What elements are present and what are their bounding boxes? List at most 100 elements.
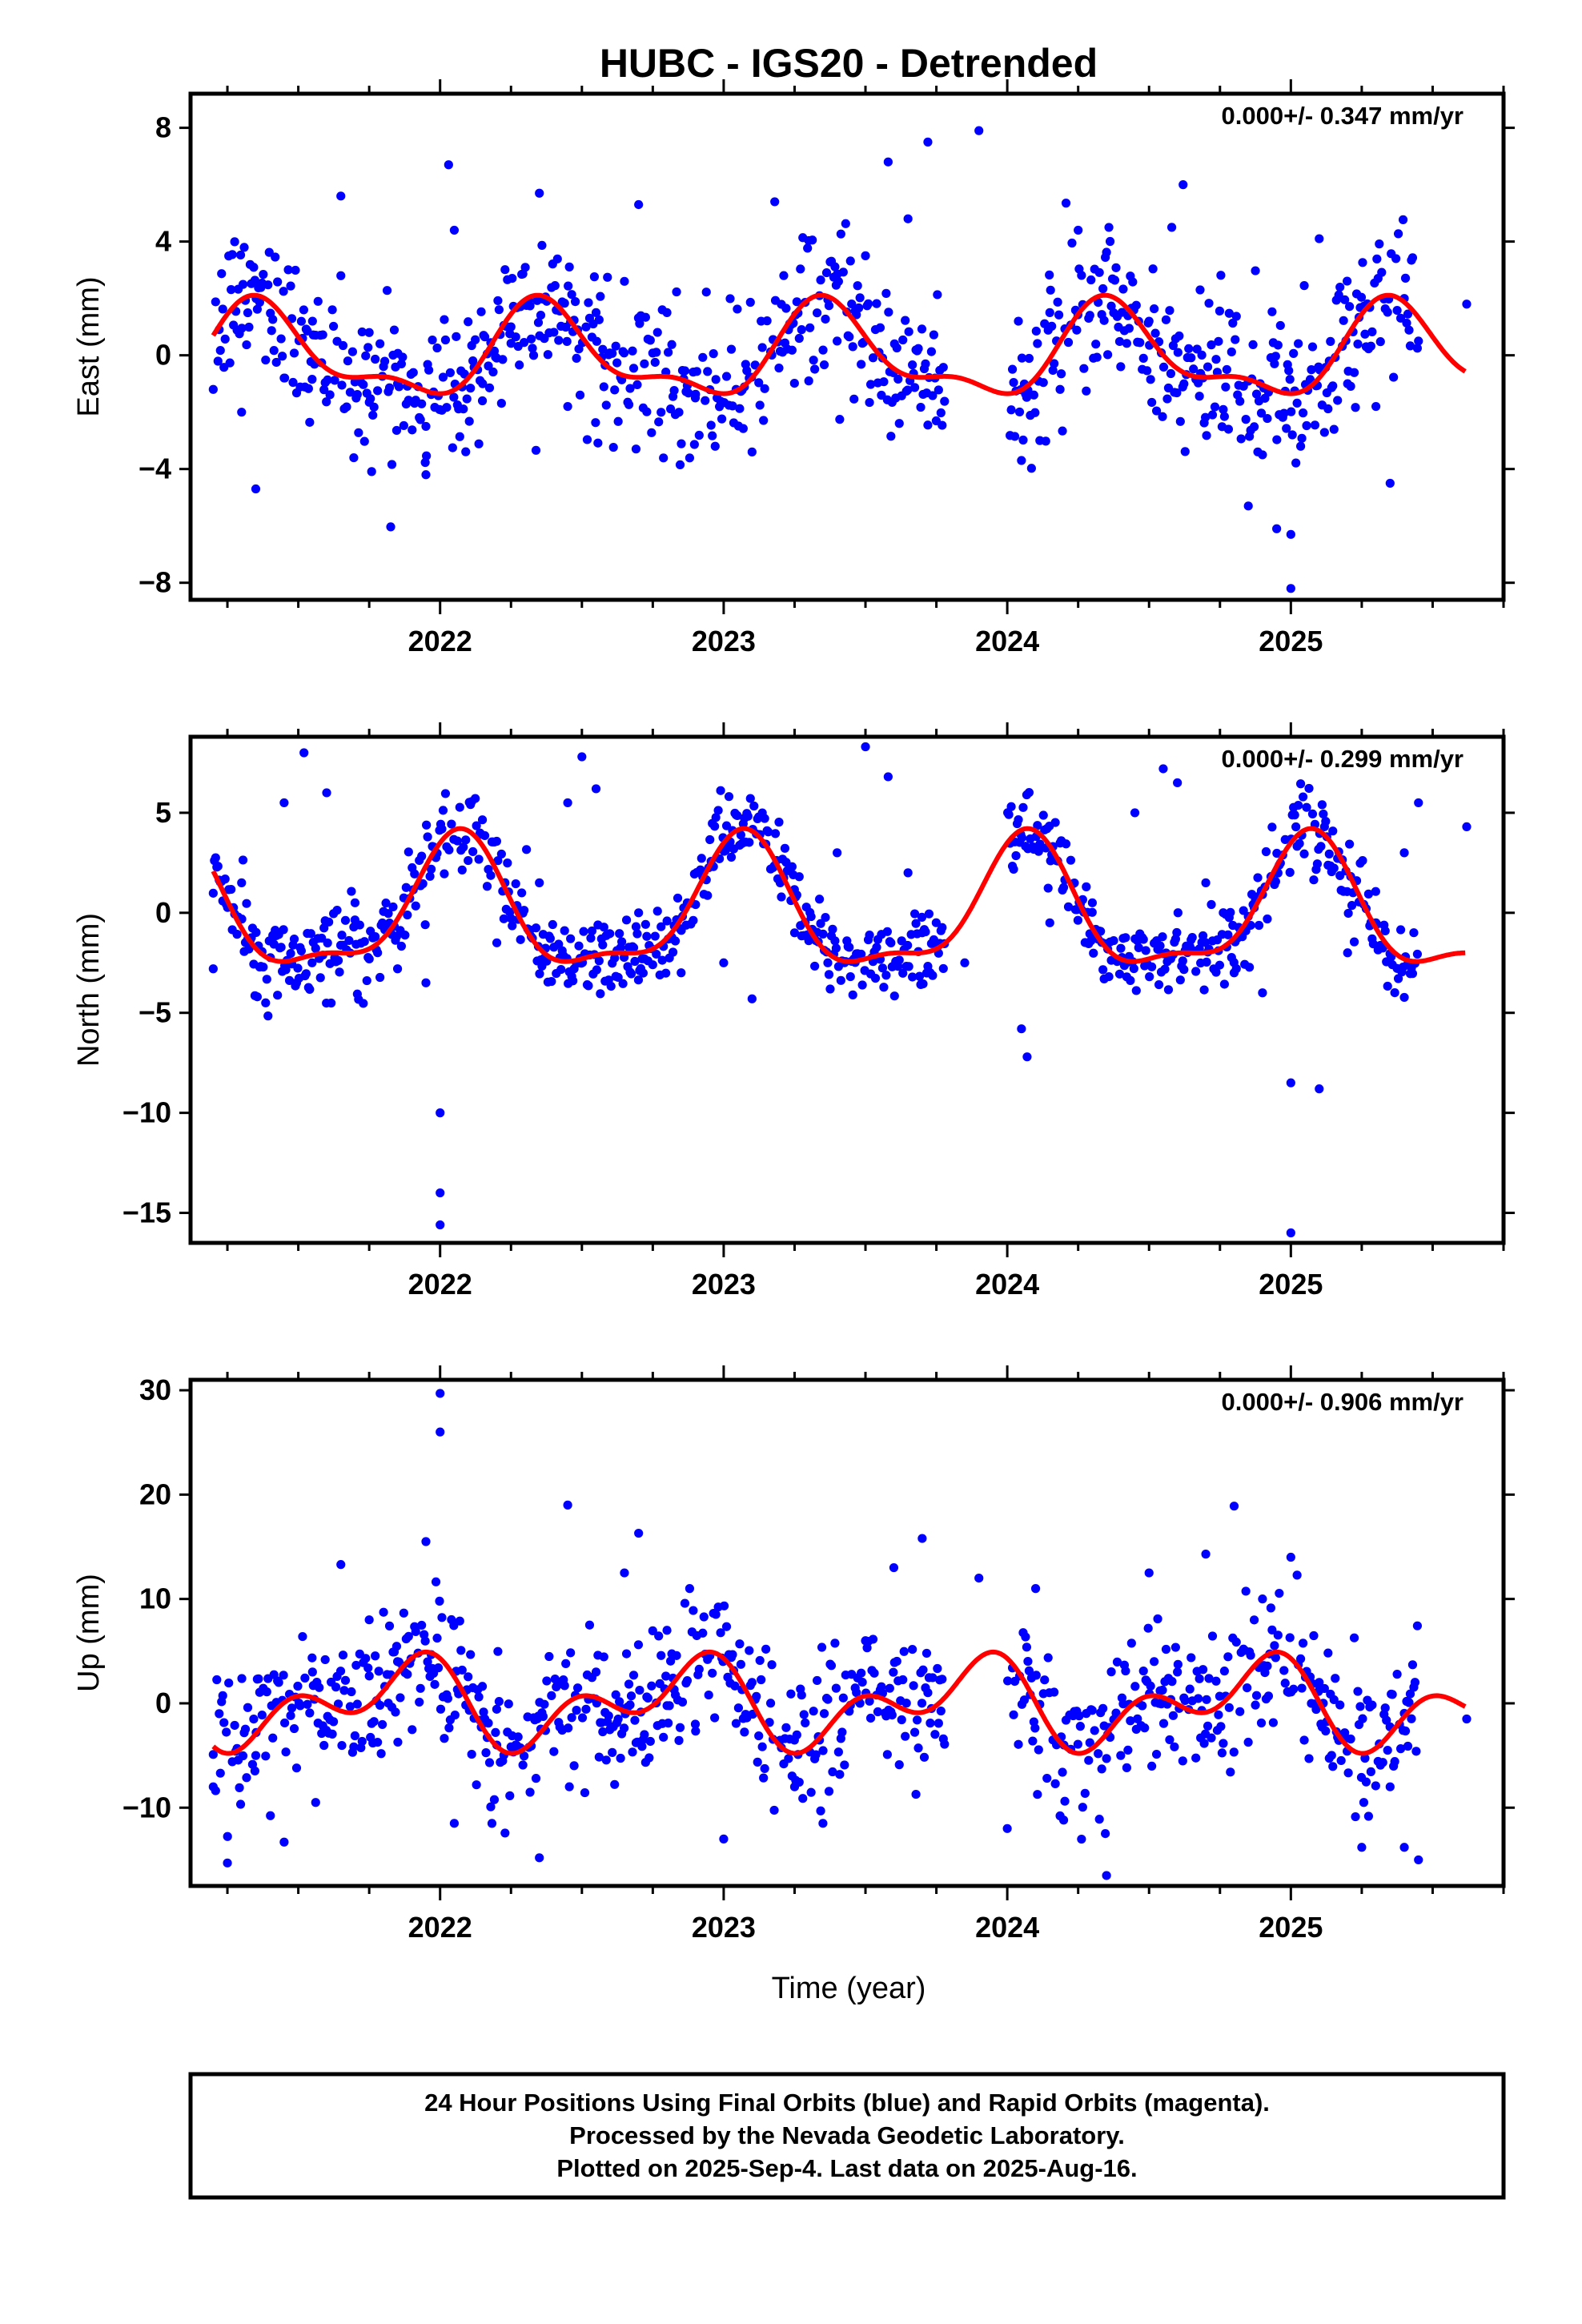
data-point <box>682 1676 693 1686</box>
data-point <box>838 267 848 277</box>
data-point <box>535 188 544 198</box>
data-point <box>913 344 923 353</box>
data-point <box>759 416 769 425</box>
data-point <box>668 947 678 957</box>
data-point <box>757 1675 766 1685</box>
data-point <box>1150 1657 1159 1667</box>
data-point <box>1180 1695 1190 1706</box>
data-point <box>1326 336 1335 346</box>
data-point <box>974 1573 984 1583</box>
data-point <box>828 924 837 934</box>
data-point <box>1018 435 1028 445</box>
data-point <box>806 1787 816 1797</box>
data-point <box>1263 1691 1274 1701</box>
data-point <box>1335 282 1345 292</box>
data-point <box>273 277 283 287</box>
data-point <box>1358 856 1367 866</box>
data-point <box>708 1668 717 1678</box>
data-point <box>1343 379 1352 388</box>
data-point <box>1101 1828 1110 1839</box>
data-point <box>1186 353 1196 363</box>
data-point <box>1286 1228 1295 1238</box>
data-point <box>296 946 307 955</box>
data-point <box>466 1650 476 1659</box>
data-point <box>1319 428 1329 437</box>
data-point <box>794 333 804 344</box>
data-point <box>528 351 539 360</box>
data-point <box>632 380 642 390</box>
data-point <box>1189 364 1199 374</box>
data-point <box>1343 908 1353 919</box>
data-point <box>879 983 889 992</box>
data-point <box>579 927 588 936</box>
data-point <box>1272 435 1282 444</box>
data-point <box>598 344 608 354</box>
data-point <box>652 949 661 959</box>
data-point <box>572 1683 583 1693</box>
data-point <box>1131 300 1141 310</box>
data-point <box>563 798 572 808</box>
data-point <box>438 372 448 382</box>
data-point <box>1178 956 1187 966</box>
data-point <box>1253 873 1263 883</box>
data-point <box>359 937 369 947</box>
data-point <box>582 435 592 444</box>
data-point <box>912 1715 922 1725</box>
data-point <box>1158 1719 1169 1728</box>
data-point <box>481 1748 491 1758</box>
data-point <box>1311 1704 1321 1715</box>
x-tick-label: 2024 <box>975 1268 1039 1301</box>
data-point <box>615 929 624 939</box>
plot-frame <box>188 91 1506 602</box>
data-point <box>218 304 227 314</box>
data-point <box>894 1760 904 1770</box>
data-point <box>1372 254 1382 263</box>
data-point <box>307 958 317 967</box>
data-point <box>1021 1632 1030 1642</box>
data-point <box>494 1697 504 1707</box>
data-point <box>1023 1656 1033 1667</box>
data-point <box>1166 223 1177 232</box>
data-point <box>457 865 467 875</box>
data-point <box>743 811 753 821</box>
data-point <box>1393 229 1403 239</box>
data-point <box>625 384 635 393</box>
data-point <box>1315 234 1324 243</box>
data-point <box>1173 908 1182 918</box>
data-point <box>284 975 295 985</box>
data-point <box>286 1711 295 1720</box>
data-point <box>833 276 843 287</box>
data-point <box>1067 238 1077 248</box>
data-point <box>235 250 246 260</box>
data-point <box>1390 1757 1399 1767</box>
data-point <box>535 969 544 979</box>
data-point <box>1168 340 1178 351</box>
data-point <box>369 1717 379 1727</box>
data-point <box>1041 436 1050 446</box>
data-point <box>461 835 471 845</box>
data-point <box>713 806 723 815</box>
data-point <box>703 891 713 900</box>
data-point <box>835 1770 845 1779</box>
data-point <box>1405 341 1415 351</box>
data-point <box>1194 1694 1203 1703</box>
data-point <box>430 1679 440 1689</box>
data-point <box>845 971 855 982</box>
data-point <box>596 292 605 301</box>
data-point <box>928 1673 938 1683</box>
data-point <box>1346 1734 1355 1744</box>
data-point <box>518 1760 528 1770</box>
data-point <box>674 408 684 417</box>
data-point <box>338 1651 348 1660</box>
data-point <box>926 1719 935 1728</box>
y-axis-label: Up (mm) <box>72 1574 106 1692</box>
data-point <box>1026 464 1036 473</box>
data-point <box>1271 352 1280 361</box>
data-point <box>852 1687 861 1698</box>
data-point <box>274 1678 283 1687</box>
data-point <box>560 1681 569 1691</box>
data-point <box>1017 456 1026 465</box>
data-point <box>1060 1796 1070 1806</box>
data-point <box>1077 1834 1086 1844</box>
data-point <box>781 1723 791 1732</box>
